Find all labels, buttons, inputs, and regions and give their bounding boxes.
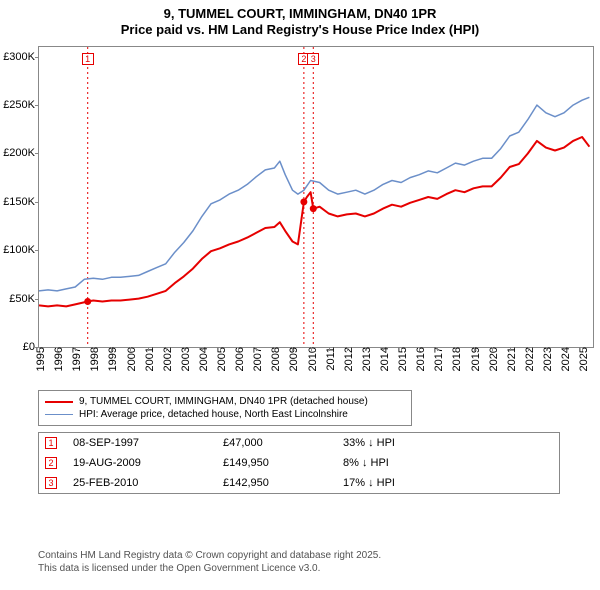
x-tick <box>492 347 493 351</box>
y-tick-label: £100K <box>3 244 39 256</box>
chart-title: 9, TUMMEL COURT, IMMINGHAM, DN40 1PR <box>0 0 600 22</box>
y-tick-label: £150K <box>3 196 39 208</box>
y-tick <box>35 153 39 154</box>
legend-swatch <box>45 414 73 415</box>
x-tick <box>57 347 58 351</box>
table-marker: 2 <box>45 457 57 469</box>
x-tick <box>202 347 203 351</box>
x-tick <box>528 347 529 351</box>
x-tick <box>564 347 565 351</box>
x-tick <box>256 347 257 351</box>
x-tick <box>311 347 312 351</box>
table-date: 19-AUG-2009 <box>73 457 223 469</box>
legend: 9, TUMMEL COURT, IMMINGHAM, DN40 1PR (de… <box>38 390 412 426</box>
table-marker: 1 <box>45 437 57 449</box>
footer-line1: Contains HM Land Registry data © Crown c… <box>38 550 558 563</box>
chart-area: £0£50K£100K£150K£200K£250K£300K199519961… <box>38 46 594 348</box>
sales-table: 1 08-SEP-1997£47,00033% ↓ HPI 2 19-AUG-2009… <box>38 432 560 494</box>
x-tick <box>292 347 293 351</box>
y-tick-label: £300K <box>3 51 39 63</box>
x-tick <box>329 347 330 351</box>
x-tick <box>383 347 384 351</box>
table-row: 2 19-AUG-2009£149,9508% ↓ HPI <box>39 453 559 473</box>
table-price: £47,000 <box>223 437 343 449</box>
series-marker <box>84 298 91 305</box>
table-row: 3 25-FEB-2010£142,95017% ↓ HPI <box>39 473 559 493</box>
plot-svg <box>39 47 593 347</box>
x-tick <box>437 347 438 351</box>
footer-line2: This data is licensed under the Open Gov… <box>38 563 558 576</box>
series-marker <box>310 205 317 212</box>
x-tick <box>582 347 583 351</box>
table-diff: 33% ↓ HPI <box>343 437 463 449</box>
x-tick <box>93 347 94 351</box>
x-tick <box>401 347 402 351</box>
x-tick <box>365 347 366 351</box>
table-diff: 17% ↓ HPI <box>343 477 463 489</box>
x-tick <box>166 347 167 351</box>
legend-swatch <box>45 401 73 403</box>
y-tick <box>35 57 39 58</box>
x-tick <box>510 347 511 351</box>
table-marker: 3 <box>45 477 57 489</box>
y-tick-label: £200K <box>3 147 39 159</box>
event-marker: 1 <box>82 53 94 65</box>
x-tick <box>220 347 221 351</box>
table-date: 25-FEB-2010 <box>73 477 223 489</box>
table-price: £149,950 <box>223 457 343 469</box>
x-tick <box>546 347 547 351</box>
x-tick <box>274 347 275 351</box>
event-marker: 3 <box>307 53 319 65</box>
x-tick <box>130 347 131 351</box>
series-hpi <box>39 97 589 291</box>
y-tick-label: £250K <box>3 99 39 111</box>
legend-item: HPI: Average price, detached house, Nort… <box>45 408 405 421</box>
series-price-paid <box>39 137 589 306</box>
y-tick <box>35 299 39 300</box>
y-tick <box>35 105 39 106</box>
chart-subtitle: Price paid vs. HM Land Registry's House … <box>0 22 600 37</box>
series-marker <box>300 198 307 205</box>
y-tick <box>35 250 39 251</box>
x-tick <box>347 347 348 351</box>
table-date: 08-SEP-1997 <box>73 437 223 449</box>
x-tick <box>474 347 475 351</box>
x-tick <box>238 347 239 351</box>
x-tick <box>184 347 185 351</box>
x-tick <box>419 347 420 351</box>
legend-label: HPI: Average price, detached house, Nort… <box>79 408 348 421</box>
legend-item: 9, TUMMEL COURT, IMMINGHAM, DN40 1PR (de… <box>45 395 405 408</box>
y-tick <box>35 202 39 203</box>
x-tick <box>75 347 76 351</box>
x-tick <box>111 347 112 351</box>
legend-label: 9, TUMMEL COURT, IMMINGHAM, DN40 1PR (de… <box>79 395 368 408</box>
table-row: 1 08-SEP-1997£47,00033% ↓ HPI <box>39 433 559 453</box>
footer-attribution: Contains HM Land Registry data © Crown c… <box>38 550 558 575</box>
x-tick <box>39 347 40 351</box>
table-price: £142,950 <box>223 477 343 489</box>
x-tick <box>148 347 149 351</box>
table-diff: 8% ↓ HPI <box>343 457 463 469</box>
x-tick <box>455 347 456 351</box>
